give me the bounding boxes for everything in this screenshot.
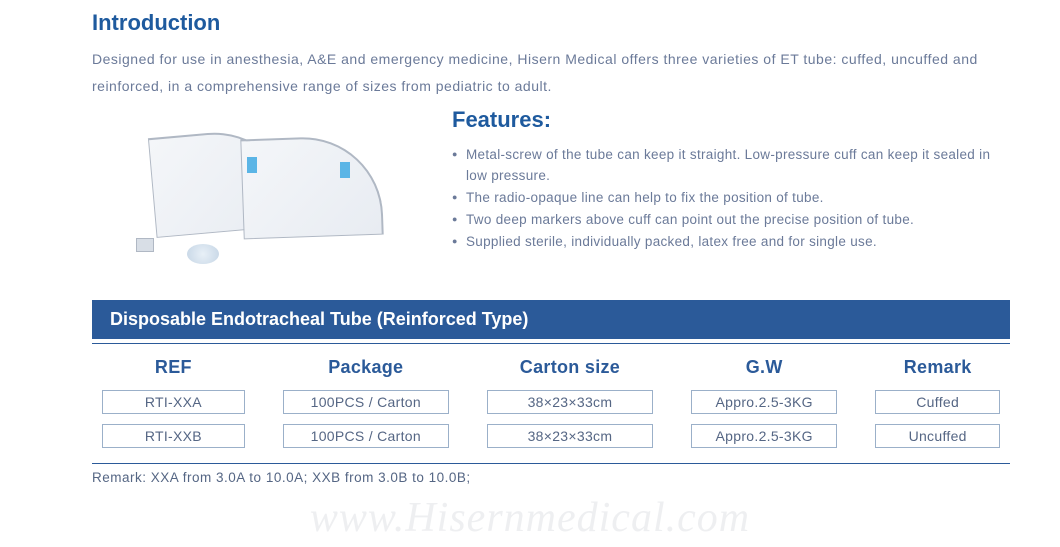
pilot-valve-icon bbox=[247, 157, 257, 173]
features-heading: Features: bbox=[452, 107, 1010, 133]
cell-gw: Appro.2.5-3KG bbox=[691, 424, 837, 448]
pilot-valve-icon bbox=[340, 162, 350, 178]
tube-illustration bbox=[240, 135, 383, 240]
cell-ref: RTI-XXA bbox=[102, 390, 245, 414]
mid-section: Features: Metal-screw of the tube can ke… bbox=[92, 107, 1010, 282]
cell-remark: Cuffed bbox=[875, 390, 1000, 414]
product-image bbox=[92, 107, 422, 282]
introduction-text: Designed for use in anesthesia, A&E and … bbox=[92, 46, 1010, 99]
feature-item: Metal-screw of the tube can keep it stra… bbox=[452, 145, 1010, 187]
table-title-bar: Disposable Endotracheal Tube (Reinforced… bbox=[92, 300, 1010, 339]
table-header-row: REF Package Carton size G.W Remark bbox=[92, 350, 1010, 385]
cell-ref: RTI-XXB bbox=[102, 424, 245, 448]
col-remark: Remark bbox=[875, 355, 1000, 380]
cell-package: 100PCS / Carton bbox=[283, 390, 449, 414]
feature-item: Two deep markers above cuff can point ou… bbox=[452, 210, 1010, 231]
connector-icon bbox=[136, 238, 154, 252]
introduction-heading: Introduction bbox=[92, 10, 1010, 36]
watermark: www.Hisernmedical.com bbox=[310, 494, 750, 542]
cell-package: 100PCS / Carton bbox=[283, 424, 449, 448]
feature-item: Supplied sterile, individually packed, l… bbox=[452, 232, 1010, 253]
col-ref: REF bbox=[102, 355, 245, 380]
features-block: Features: Metal-screw of the tube can ke… bbox=[452, 107, 1010, 282]
feature-item: The radio-opaque line can help to fix th… bbox=[452, 188, 1010, 209]
col-gw: G.W bbox=[691, 355, 837, 380]
cuff-balloon-icon bbox=[187, 244, 219, 264]
cell-gw: Appro.2.5-3KG bbox=[691, 390, 837, 414]
cell-carton: 38×23×33cm bbox=[487, 390, 653, 414]
table-row: RTI-XXB 100PCS / Carton 38×23×33cm Appro… bbox=[92, 419, 1010, 453]
remark-note: Remark: XXA from 3.0A to 10.0A; XXB from… bbox=[92, 470, 1010, 485]
spec-table: REF Package Carton size G.W Remark RTI-X… bbox=[92, 343, 1010, 464]
table-row: RTI-XXA 100PCS / Carton 38×23×33cm Appro… bbox=[92, 385, 1010, 419]
cell-carton: 38×23×33cm bbox=[487, 424, 653, 448]
col-carton: Carton size bbox=[487, 355, 653, 380]
features-list: Metal-screw of the tube can keep it stra… bbox=[452, 145, 1010, 253]
col-package: Package bbox=[283, 355, 449, 380]
cell-remark: Uncuffed bbox=[875, 424, 1000, 448]
